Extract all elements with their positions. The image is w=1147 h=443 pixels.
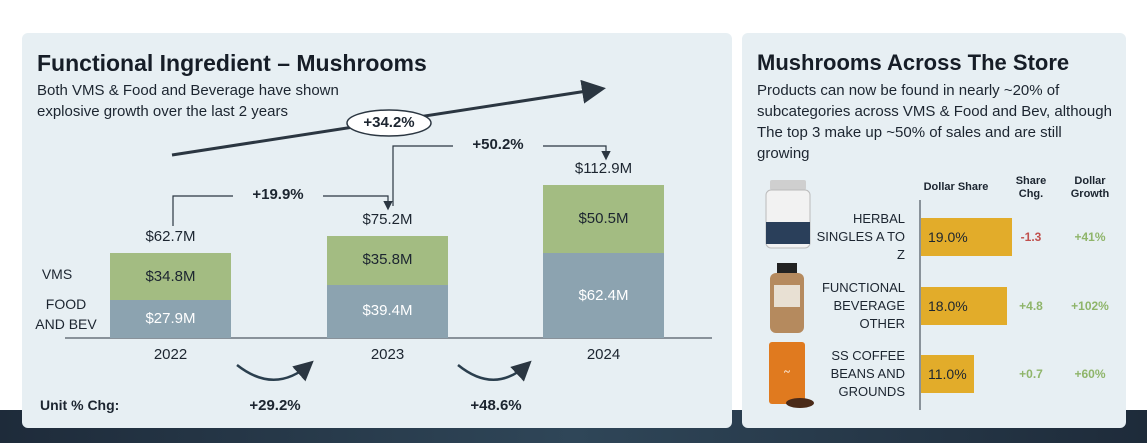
dollar-growth: +60% [1074,367,1106,381]
bar-value-label: $39.4M [362,302,413,320]
share-change: +4.8 [1019,299,1043,313]
bar-value-label: $62.4M [578,286,629,304]
bar [921,218,1013,256]
bar [543,184,664,254]
dollar-growth: +102% [1071,299,1109,313]
legend-label: FOOD AND BEV [35,296,97,332]
total-label: $75.2M [362,211,413,229]
column-header: Dollar Growth [1070,175,1110,200]
bar [921,355,974,393]
svg-text:~: ~ [784,366,790,378]
growth-label: +50.2% [453,135,543,155]
share-change: +0.7 [1019,367,1043,381]
unit-change: +48.6% [470,397,522,414]
bar [110,252,231,301]
bar-value-label: $35.8M [362,251,413,269]
legend-label: VMS [41,266,73,282]
bar [543,253,664,338]
bar-value-label: $27.9M [145,310,196,328]
x-tick-label: 2023 [370,346,405,363]
bar [327,284,448,338]
title: Functional Ingredient – Mushrooms [37,50,427,76]
product-image [765,180,811,249]
curve-arrow [457,360,532,382]
share-change: -1.3 [1020,230,1042,244]
bar-value-label: 11.0% [928,366,967,382]
bar-value-label: 19.0% [928,229,968,245]
bar-value-label: $50.5M [578,210,629,228]
overall-growth: +34.2% [363,114,415,131]
bar-value-label: 18.0% [928,298,968,314]
x-tick-label: 2022 [153,346,188,363]
unit-change-title: Unit % Chg: [40,397,120,413]
category-label: FUNCTIONAL BEVERAGE OTHER [821,280,905,331]
total-label: $112.9M [574,159,633,177]
bar [921,287,1008,325]
growth-label: +19.9% [233,185,323,205]
x-tick-label: 2024 [586,346,621,363]
column-header: Dollar Share [923,181,989,193]
column-header: Share Chg. [1015,175,1047,200]
curve-arrow [236,360,314,382]
unit-change: +29.2% [249,397,301,414]
subtitle: Both VMS & Food and Beverage have shown … [37,82,339,120]
product-image: ~ [769,342,814,408]
oval [346,109,432,137]
title: Mushrooms Across The Store [757,50,1070,75]
subtitle: Products can now be found in nearly ~20%… [757,82,1112,162]
category-label: SS COFFEE BEANS AND GROUNDS [830,348,905,399]
product-image [770,263,804,333]
category-label: HERBAL SINGLES A TO Z [816,211,905,262]
bar-value-label: $34.8M [145,267,196,285]
total-label: $62.7M [145,227,196,245]
dollar-growth: +41% [1074,230,1106,244]
bar [110,300,231,338]
bar [327,236,448,285]
